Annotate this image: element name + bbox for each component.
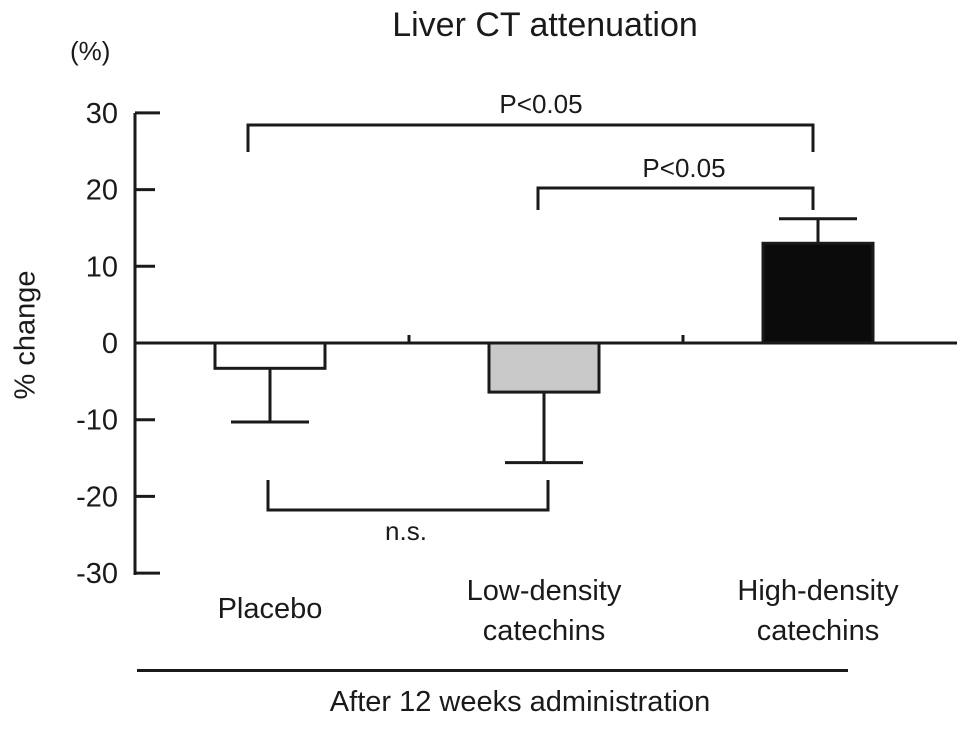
y-tick-label: -30 <box>76 558 118 590</box>
significance-label: n.s. <box>385 516 427 546</box>
y-tick-label: 30 <box>86 98 118 130</box>
y-tick-label: 10 <box>86 251 118 283</box>
category-label: High-density <box>737 575 899 607</box>
x-axis-baseline <box>137 669 848 672</box>
category-label: catechins <box>757 615 880 647</box>
y-tick-label: -10 <box>76 405 118 437</box>
significance-label: P<0.05 <box>499 89 582 119</box>
chart-title: Liver CT attenuation <box>392 6 698 44</box>
category-label: catechins <box>483 615 606 647</box>
bar-placebo <box>213 341 327 370</box>
bar-high-density-catechins <box>761 241 875 345</box>
bar-low-density-catechins <box>487 341 601 394</box>
significance-bracket <box>246 123 815 152</box>
significance-label: P<0.05 <box>642 153 725 183</box>
significance-bracket <box>536 186 815 210</box>
category-label: Placebo <box>218 593 323 625</box>
significance-bracket <box>266 480 550 512</box>
y-tick-label: 0 <box>102 328 118 360</box>
y-tick-label: 20 <box>86 175 118 207</box>
x-axis-label: After 12 weeks administration <box>329 686 711 718</box>
category-label: Low-density <box>467 575 622 607</box>
y-axis-unit-label: (%) <box>70 36 111 66</box>
y-tick-label: -20 <box>76 481 118 513</box>
